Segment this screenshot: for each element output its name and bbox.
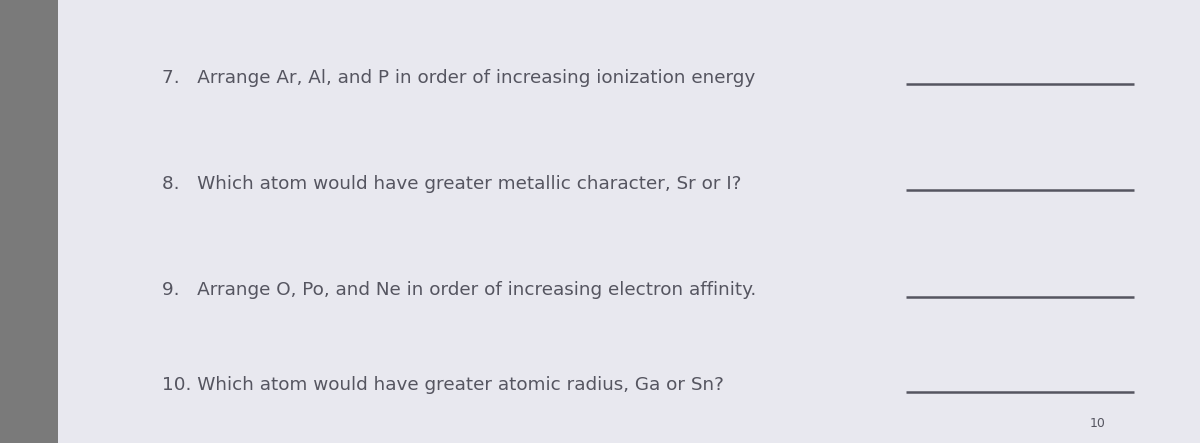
Text: 10: 10 (1090, 417, 1106, 430)
Text: 7.   Arrange Ar, Al, and P in order of increasing ionization energy: 7. Arrange Ar, Al, and P in order of inc… (162, 69, 755, 86)
Text: 8.   Which atom would have greater metallic character, Sr or I?: 8. Which atom would have greater metalli… (162, 175, 742, 193)
Text: 9.   Arrange O, Po, and Ne in order of increasing electron affinity.: 9. Arrange O, Po, and Ne in order of inc… (162, 281, 756, 299)
Text: 10. Which atom would have greater atomic radius, Ga or Sn?: 10. Which atom would have greater atomic… (162, 377, 724, 394)
Bar (0, 0, 58, 443)
